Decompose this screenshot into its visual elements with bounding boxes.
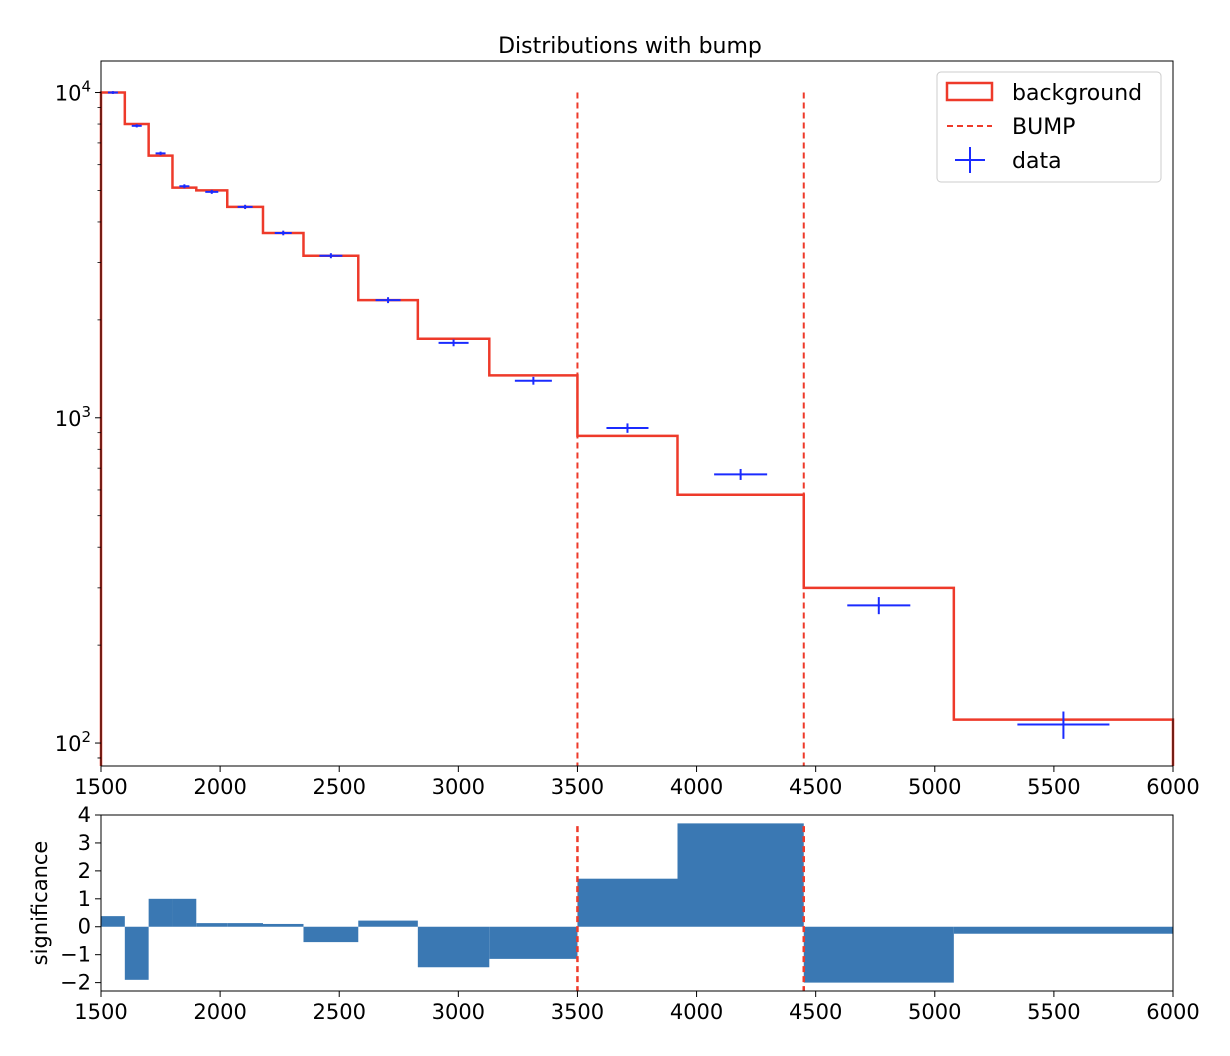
x-tick-label: 3500 [551,1000,604,1024]
legend: background BUMP data [936,71,1162,183]
main-y-axis: 102 103 104 [55,78,101,759]
data-point [237,204,253,210]
y-tick-label: −2 [60,971,91,995]
chart-title: Distributions with bump [498,34,762,59]
data-point [847,597,911,615]
x-tick-label: 3000 [432,775,485,799]
data-point [714,468,768,480]
x-tick-label: 4500 [789,775,842,799]
significance-bar [358,920,418,927]
significance-bar [803,926,954,983]
y-tick-label: 2 [78,859,91,883]
data-series [107,91,1110,739]
data-point [179,184,190,189]
y-tick-label: 103 [55,403,91,431]
y-tick-label: 1 [78,887,91,911]
x-tick-label: 1500 [74,775,127,799]
significance-bar [677,823,804,927]
data-point [375,297,401,304]
y-tick-label: 0 [78,915,91,939]
legend-swatch-data [955,147,985,173]
x-tick-label: 3500 [551,775,604,799]
significance-bar [262,923,304,927]
legend-label-background: background [1012,81,1142,106]
significance-y-label: significance [28,841,52,966]
x-tick-label: 2000 [193,775,246,799]
x-tick-label: 5000 [908,1000,961,1024]
data-point [514,376,552,385]
background-series [99,91,1175,766]
y-tick-label: 3 [78,831,91,855]
x-tick-label: 4000 [670,1000,723,1024]
x-tick-label: 5500 [1027,775,1080,799]
bump-lines [576,92,805,766]
data-point [1017,711,1110,739]
significance-bump-lines [576,826,806,991]
legend-label-data: data [1012,149,1062,174]
significance-y-axis: −2 −1 0 1 2 3 4 [60,803,101,995]
data-point [274,230,292,236]
significance-x-axis: 1500 2000 2500 3000 3500 4000 4500 5000 5500 6000 [74,991,1200,1024]
data-point [205,189,219,194]
x-tick-label: 2500 [312,775,365,799]
significance-bar [227,923,263,927]
y-tick-label: −1 [60,943,91,967]
significance-bar [196,923,228,927]
legend-swatch-background [945,81,994,102]
y-tick-label: 4 [78,803,91,827]
significance-bar [124,926,149,980]
significance-bar [577,878,678,927]
significance-bar [101,916,125,927]
x-tick-label: 2500 [312,1000,365,1024]
significance-bars [101,823,1173,983]
main-plot: 1500 2000 2500 3000 3500 4000 4500 5000 5500 6000… [55,60,1200,799]
significance-bar [417,926,490,968]
background-step-line [99,91,1175,766]
data-point [438,339,469,347]
x-tick-label: 4000 [670,775,723,799]
x-tick-label: 6000 [1146,1000,1199,1024]
significance-plot-frame [100,814,1174,992]
x-tick-label: 3000 [432,1000,485,1024]
x-tick-label: 5500 [1027,1000,1080,1024]
main-plot-frame [100,60,1174,767]
main-x-axis: 1500 2000 2500 3000 3500 4000 4500 5000 5500 6000 [74,766,1200,799]
significance-bar [489,926,578,959]
y-tick-label: 102 [55,728,91,756]
significance-plot: 1500 2000 2500 3000 3500 4000 4500 5000 5500 6000… [28,803,1200,1024]
data-point [107,91,118,94]
significance-bar [953,926,1173,934]
legend-label-bump: BUMP [1012,115,1075,140]
x-tick-label: 5000 [908,775,961,799]
data-point [155,151,166,156]
significance-bar [303,926,359,943]
x-tick-label: 4500 [789,1000,842,1024]
data-point [131,124,142,128]
x-tick-label: 1500 [74,1000,127,1024]
x-tick-label: 6000 [1146,775,1199,799]
significance-bar [148,898,173,927]
y-tick-label: 104 [55,78,91,106]
data-point [606,423,649,433]
significance-bar [172,898,197,927]
data-point [319,253,343,259]
x-tick-label: 2000 [193,1000,246,1024]
